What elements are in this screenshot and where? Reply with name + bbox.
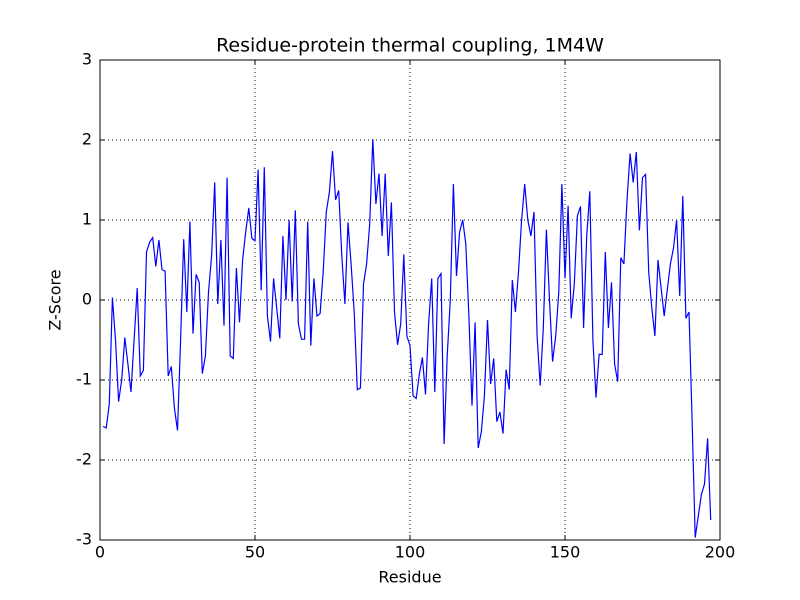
x-tick-label: 200 [705,543,736,562]
chart-title: Residue-protein thermal coupling, 1M4W [216,35,604,57]
y-tick-label: -1 [76,370,92,389]
x-tick-label: 150 [550,543,581,562]
x-tick-label: 0 [95,543,105,562]
y-tick-label: 2 [82,130,92,149]
y-tick-label: -2 [76,450,92,469]
y-axis-label: Z-Score [46,269,65,330]
plot-area: 0 50 100 150 200 -3 -2 -1 0 1 2 3 [76,50,735,562]
y-tick-label: 1 [82,210,92,229]
data-line [102,139,712,538]
x-axis-label: Residue [378,568,441,587]
y-tick-label: 3 [82,50,92,69]
x-tick-label: 50 [245,543,265,562]
x-tick-label: 100 [395,543,426,562]
plot-frame [99,59,721,541]
y-tick-label: -3 [76,530,92,549]
y-tick-label: 0 [82,290,92,309]
